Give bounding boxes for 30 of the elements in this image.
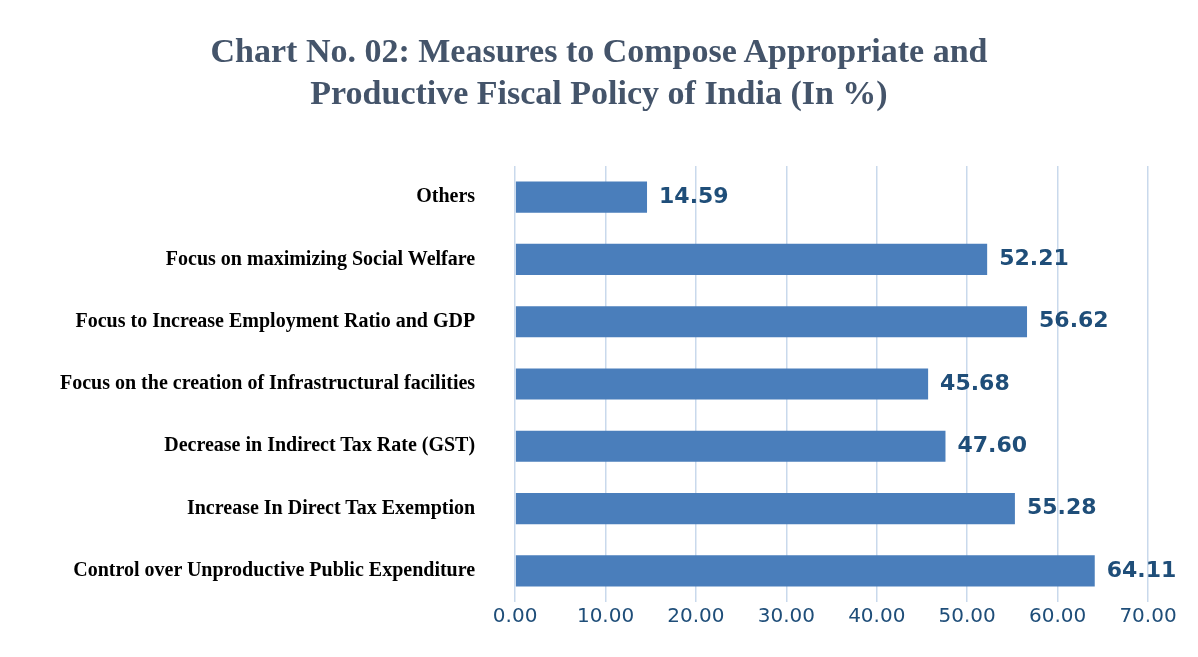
x-tick-label: 30.00 (757, 603, 815, 628)
y-tick-label: Increase In Direct Tax Exemption (186, 495, 476, 519)
bar (515, 368, 929, 400)
y-tick-label: Decrease in Indirect Tax Rate (GST) (164, 433, 476, 457)
x-tick-label: 70.00 (1119, 603, 1177, 628)
y-tick-label: Focus to Increase Employment Ratio and GDP (75, 308, 476, 332)
x-tick-label: 40.00 (848, 603, 906, 628)
x-tick-label: 60.00 (1028, 603, 1087, 628)
bar (515, 306, 1028, 338)
x-tick-label: 0.00 (492, 603, 538, 628)
y-tick-label: Others (416, 184, 476, 207)
bar (515, 243, 988, 275)
y-tick-label: Focus on maximizing Social Welfare (165, 246, 476, 270)
data-label: 52.21 (999, 245, 1069, 271)
bar (515, 181, 648, 213)
chart-title: Chart No. 02: Measures to Compose Appropriate and Productive Fiscal Policy of India (In %) (209, 31, 989, 113)
data-label: 47.60 (957, 432, 1028, 457)
y-tick-label: Focus on the creation of Infrastructural facilities (59, 371, 476, 394)
data-label: 56.62 (1039, 307, 1109, 333)
data-label: 45.68 (940, 369, 1010, 395)
bar (515, 430, 946, 462)
x-tick-label: 10.00 (576, 603, 635, 628)
data-label: 55.28 (1026, 494, 1097, 520)
bar (515, 555, 1095, 587)
x-tick-label: 20.00 (667, 603, 725, 628)
y-tick-label: Control over Unproductive Public Expenditure (73, 558, 476, 582)
x-tick-label: 50.00 (938, 603, 996, 628)
data-label: 64.11 (1106, 556, 1177, 582)
bar (515, 493, 1015, 525)
data-label: 14.59 (659, 182, 729, 208)
